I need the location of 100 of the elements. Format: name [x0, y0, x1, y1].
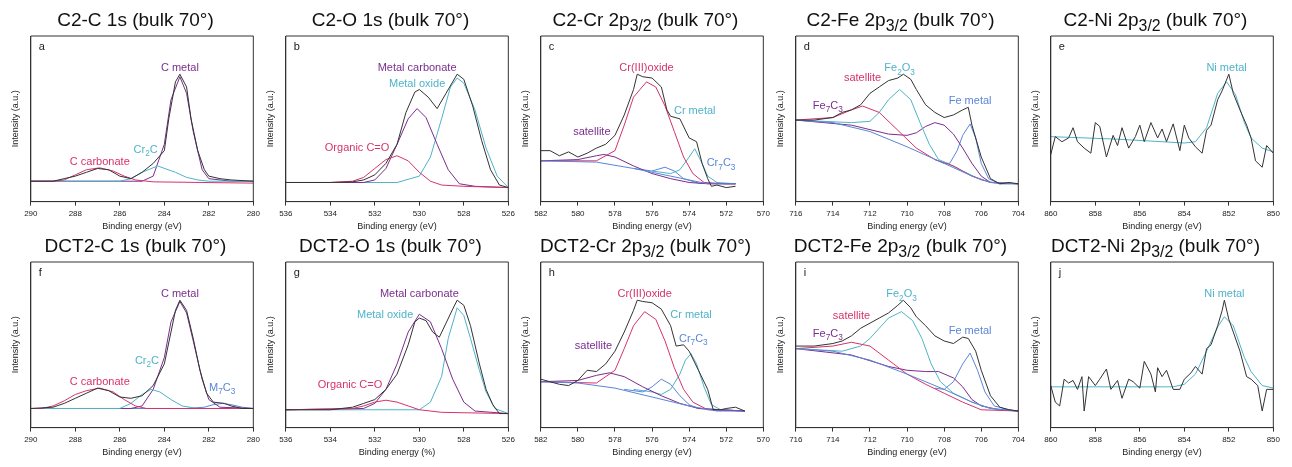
text: c	[548, 40, 555, 52]
x-tick-label: 850	[1266, 434, 1281, 444]
chart-title: DCT2-C 1s (bulk 70°)	[44, 234, 227, 258]
x-tick-label: 286	[113, 208, 128, 218]
x-tick-label: 528	[457, 208, 472, 218]
text: Fe metal	[948, 94, 992, 107]
x-tick-label: 712	[863, 208, 878, 218]
x-tick-label: 528	[457, 434, 472, 444]
x-tick-label: 290	[24, 208, 39, 218]
x-tick-label: 534	[323, 434, 338, 444]
text: d	[803, 40, 810, 52]
x-tick-label: 578	[608, 208, 623, 218]
x-tick-label: 572	[719, 208, 734, 218]
x-axis-title: Binding energy (eV)	[357, 221, 437, 232]
x-tick-label: 280	[246, 434, 261, 444]
text: b	[293, 40, 300, 52]
x-tick-label: 708	[937, 208, 952, 218]
x-tick-label: 860	[1044, 208, 1059, 218]
x-tick-label: 852	[1222, 208, 1237, 218]
x-tick-label: 284	[157, 434, 172, 444]
text: Cr metal	[673, 103, 716, 116]
series-label: Ni metal	[1206, 61, 1247, 74]
y-axis-title: Intensity (a.u.)	[519, 90, 530, 148]
x-tick-label: 708	[937, 434, 952, 444]
y-axis-title: Intensity (a.u.)	[1029, 90, 1040, 148]
x-tick-label: 860	[1044, 434, 1059, 444]
x-tick-label: 536	[279, 434, 294, 444]
x-tick-label: 716	[789, 434, 804, 444]
text: i	[803, 266, 807, 278]
x-tick-label: 534	[323, 208, 338, 218]
x-axis-title: Binding energy (eV)	[102, 447, 182, 458]
text: h	[548, 266, 555, 278]
x-tick-label: 536	[279, 208, 294, 218]
x-tick-label: 714	[826, 434, 841, 444]
chart-title: DCT2-Ni 2p$_{3/2}$ (bulk 70°)	[1050, 234, 1261, 260]
text: Metal oxide	[357, 307, 414, 320]
y-axis-title: Intensity (a.u.)	[774, 316, 785, 374]
x-tick-label: 704	[1011, 208, 1026, 218]
text: g	[293, 266, 300, 278]
x-tick-label: 582	[534, 434, 549, 444]
y-axis-title: Intensity (a.u.)	[774, 90, 785, 148]
series-label: C metal	[160, 61, 199, 74]
x-tick-label: 852	[1222, 434, 1237, 444]
x-tick-label: 712	[863, 434, 878, 444]
x-tick-label: 532	[368, 208, 383, 218]
text: j	[1057, 266, 1062, 278]
text: satellite	[832, 308, 871, 321]
series-label: Cr(III)oxide	[617, 287, 672, 300]
chart-title: C2-Ni 2p$_{3/2}$ (bulk 70°)	[1063, 8, 1248, 34]
x-tick-label: 710	[900, 208, 915, 218]
y-axis-title: Intensity (a.u.)	[9, 90, 20, 148]
x-tick-label: 280	[246, 208, 261, 218]
x-tick-label: 856	[1133, 434, 1148, 444]
x-tick-label: 854	[1177, 208, 1192, 218]
text: Cr metal	[670, 308, 712, 321]
x-tick-label: 710	[900, 434, 915, 444]
x-tick-label: 530	[412, 434, 427, 444]
x-tick-label: 526	[501, 434, 516, 444]
x-axis-title: Binding energy (%)	[358, 447, 436, 458]
x-tick-label: 286	[113, 434, 128, 444]
x-tick-label: 288	[68, 208, 83, 218]
x-tick-label: 850	[1266, 208, 1281, 218]
x-tick-label: 570	[756, 434, 771, 444]
chart-title: DCT2-O 1s (bulk 70°)	[299, 234, 482, 258]
x-tick-label: 576	[645, 434, 660, 444]
x-tick-label: 526	[501, 208, 516, 218]
y-axis-title: Intensity (a.u.)	[264, 90, 275, 148]
series-label: Cr(III)oxide	[619, 61, 674, 74]
x-tick-label: 290	[24, 434, 39, 444]
x-tick-label: 572	[719, 434, 734, 444]
x-tick-label: 578	[608, 434, 623, 444]
x-axis-title: Binding energy (eV)	[612, 447, 692, 458]
y-axis-title: Intensity (a.u.)	[1029, 316, 1040, 374]
chart-title: C2-C 1s (bulk 70°)	[57, 8, 214, 32]
x-tick-label: 282	[202, 208, 217, 218]
x-tick-label: 284	[157, 208, 172, 218]
x-tick-label: 580	[571, 434, 586, 444]
y-axis-title: Intensity (a.u.)	[519, 316, 530, 374]
series-label: satellite	[573, 124, 611, 137]
series-label: Metal carbonate	[379, 287, 459, 300]
x-tick-label: 706	[974, 208, 989, 218]
x-tick-label: 574	[682, 434, 697, 444]
x-tick-label: 282	[202, 434, 217, 444]
x-axis-title: Binding energy (eV)	[102, 221, 182, 232]
x-axis-title: Binding energy (eV)	[867, 221, 947, 232]
chart-title: C2-O 1s (bulk 70°)	[311, 8, 470, 32]
x-tick-label: 716	[789, 208, 804, 218]
text: a	[38, 40, 46, 52]
text: satellite	[843, 71, 882, 84]
x-tick-label: 576	[645, 208, 660, 218]
x-tick-label: 580	[571, 208, 586, 218]
x-tick-label: 858	[1088, 434, 1103, 444]
x-tick-label: 574	[682, 208, 697, 218]
x-tick-label: 858	[1088, 208, 1103, 218]
text: e	[1058, 40, 1065, 52]
x-axis-title: Binding energy (eV)	[1122, 221, 1202, 232]
y-axis-title: Intensity (a.u.)	[264, 316, 275, 374]
text: Ni metal	[1204, 287, 1245, 300]
x-tick-label: 714	[826, 208, 841, 218]
text: Fe metal	[948, 324, 992, 337]
